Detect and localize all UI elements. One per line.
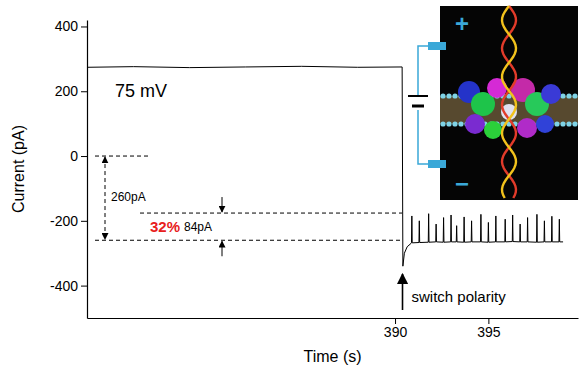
lipid-head (554, 121, 559, 126)
protein-blob (517, 118, 537, 138)
x-axis-title: Time (s) (303, 348, 361, 365)
electrode-sign: − (455, 170, 469, 197)
tick: 395 (477, 318, 501, 340)
tick-mark (81, 221, 87, 222)
tick-mark (81, 91, 87, 92)
inset-illustration: +− (408, 6, 578, 200)
tick-label: 400 (55, 18, 79, 34)
battery-plate (412, 105, 424, 108)
tick-label: 395 (477, 324, 501, 340)
tick: 390 (384, 318, 408, 340)
electrode (428, 42, 446, 50)
tick: -400 (50, 278, 87, 294)
reference-line (95, 240, 402, 241)
tick: 0 (70, 148, 87, 164)
annotation: 32% (150, 218, 180, 235)
pointer-arrow (222, 197, 223, 212)
protein-blob (484, 121, 502, 139)
annotations: 260pA 32% 84pA 75 mV switch polarity (95, 81, 506, 310)
tick-label: 390 (384, 324, 408, 340)
axis-line (87, 21, 88, 319)
tick-label: 0 (70, 148, 78, 164)
lipid-head (572, 121, 577, 126)
chart: +−260pA32%84pA75 mVswitch polarity390395… (0, 0, 585, 376)
lipid-head (458, 121, 463, 126)
annotation: 84pA (184, 220, 212, 234)
tick-label: -200 (50, 213, 78, 229)
lipid-head (452, 121, 457, 126)
y-axis-title: Current (pA) (10, 125, 27, 213)
tick: -200 (50, 213, 87, 229)
lipid-head (560, 93, 565, 98)
tick-label: -400 (50, 278, 78, 294)
span-arrow (105, 157, 106, 239)
inset-background (440, 6, 578, 200)
protein-blob (465, 114, 485, 134)
lipid-head (446, 121, 451, 126)
lipid-head (440, 93, 445, 98)
dna-strand (502, 6, 516, 198)
tick: 200 (55, 83, 87, 99)
electrode-sign: + (455, 10, 469, 37)
annotation: switch polarity (412, 288, 507, 305)
tick-mark (81, 286, 87, 287)
annotation: 75 mV (115, 81, 167, 101)
lipid-head (566, 121, 571, 126)
dna-strand (502, 6, 516, 198)
axis-line (88, 318, 579, 319)
current-trace (87, 66, 563, 266)
lipid-head (440, 121, 445, 126)
lipid-head (446, 93, 451, 98)
lipid-head (572, 93, 577, 98)
reference-line (95, 156, 150, 157)
lipid-head (452, 93, 457, 98)
annotation: 260pA (111, 190, 146, 204)
tick-mark (81, 156, 87, 157)
lipid-head (566, 93, 571, 98)
plot-area (87, 66, 563, 266)
reference-line (140, 213, 402, 214)
pointer-arrow (222, 241, 223, 256)
electrode (428, 160, 446, 168)
tick: 400 (55, 18, 87, 34)
y-axis: -400 -200 0 200 400 (50, 18, 88, 318)
x-axis: 390 395 (88, 318, 579, 340)
tick-label: 200 (55, 83, 79, 99)
protein-blob (541, 84, 561, 104)
lipid-head (560, 121, 565, 126)
protein-blob (536, 115, 554, 133)
tick-mark (81, 26, 87, 27)
battery-plate (408, 95, 428, 97)
pointer-arrow (402, 274, 404, 310)
